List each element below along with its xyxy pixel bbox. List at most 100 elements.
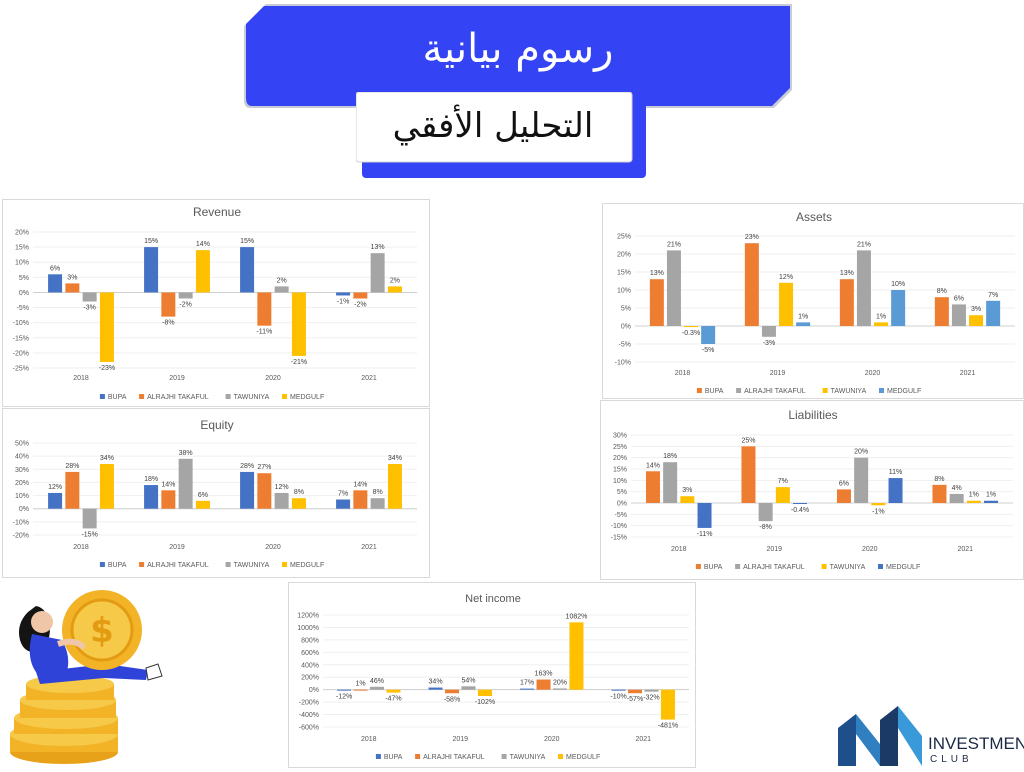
bar-tawuniya — [82, 508, 97, 529]
bar-tawuniya — [966, 500, 981, 503]
data-label: 17% — [520, 680, 534, 687]
data-label: 21% — [667, 241, 681, 248]
person-icon — [19, 606, 163, 684]
data-label: -12% — [336, 694, 352, 701]
data-label: 14% — [161, 481, 175, 488]
data-label: 6% — [954, 295, 964, 302]
liabilities-svg: Liabilities 30% 25% 20% 15% 10% 5% 0% -5% -10% -15… — [611, 408, 1013, 571]
data-label: 2% — [390, 277, 400, 284]
bar-tawuniya — [779, 282, 794, 326]
y-tick-label: -10% — [13, 320, 29, 327]
bar-medgulf — [660, 689, 675, 720]
bar-alrajhi-takaful — [628, 689, 643, 694]
y-tick-label: 10% — [617, 288, 631, 295]
chart-title: Revenue — [193, 205, 241, 219]
data-label: 6% — [839, 480, 849, 487]
bar-alrajhi-takaful — [161, 490, 176, 509]
bar-medgulf — [195, 500, 210, 509]
data-label: 14% — [196, 241, 210, 248]
bar-medgulf — [99, 292, 114, 362]
x-category-label: 2021 — [361, 544, 377, 551]
legend-label: ALRAJHI TAKAFUL — [147, 562, 209, 569]
data-label: -58% — [444, 696, 460, 703]
bar-medgulf — [697, 503, 712, 528]
data-label: 4% — [952, 485, 962, 492]
y-tick-label: 5% — [617, 489, 627, 496]
legend-swatch — [735, 564, 741, 569]
legend-label: ALRAJHI TAKAFUL — [744, 388, 806, 395]
data-label: -102% — [475, 699, 495, 706]
data-label: 163% — [535, 671, 553, 678]
y-tick-label: -15% — [611, 535, 627, 542]
data-label: -11% — [697, 531, 713, 538]
x-category-label: 2021 — [361, 375, 377, 382]
legend-swatch — [879, 388, 884, 393]
chart-title: Liabilities — [788, 408, 837, 422]
y-tick-label: 0% — [309, 687, 319, 694]
data-label: 20% — [854, 449, 868, 456]
data-label: -15% — [81, 531, 97, 538]
x-category-label: 2019 — [169, 375, 185, 382]
bar-medgulf — [387, 464, 402, 509]
y-tick-label: 800% — [301, 637, 319, 644]
y-tick-label: 0% — [621, 324, 631, 331]
y-tick-label: 20% — [617, 252, 631, 259]
bar-bupa — [336, 292, 351, 296]
legend-swatch — [282, 562, 287, 567]
data-label: 20% — [553, 679, 567, 686]
data-label: 1% — [798, 313, 808, 320]
legend-swatch — [375, 754, 381, 759]
legend-label: BUPA — [705, 388, 724, 395]
bar-bupa — [240, 247, 255, 293]
y-tick-label: -20% — [13, 533, 29, 540]
bar-alrajhi-takaful — [353, 490, 368, 509]
bar-bupa — [744, 243, 759, 326]
x-category-label: 2018 — [361, 736, 377, 743]
bar-medgulf — [796, 322, 811, 326]
y-tick-label: -10% — [615, 360, 631, 367]
y-tick-label: 30% — [613, 433, 627, 440]
revenue-chart: Revenue 20% 15% 10% 5% 0% -5% -10% -15% -20% -25% 6… — [2, 199, 430, 407]
bar-tawuniya — [775, 487, 790, 503]
data-label: 8% — [373, 489, 383, 496]
x-category-label: 2021 — [957, 546, 973, 553]
legend-swatch — [225, 394, 231, 399]
y-tick-label: 25% — [613, 444, 627, 451]
chart-title: Net income — [465, 593, 521, 605]
bar-bupa — [48, 274, 63, 293]
legend-swatch — [139, 394, 145, 399]
bar-bupa — [336, 499, 351, 509]
y-tick-label: -5% — [17, 305, 29, 312]
y-tick-label: 600% — [301, 650, 319, 657]
data-label: 27% — [257, 464, 271, 471]
legend-swatch — [821, 564, 827, 569]
legend-swatch — [415, 754, 421, 759]
legend-swatch — [501, 754, 507, 759]
bar-tawuniya — [274, 286, 289, 293]
data-label: -2% — [354, 301, 366, 308]
bar-alrajhi-takaful — [856, 250, 871, 326]
bar-medgulf — [701, 326, 716, 344]
y-tick-label: 0% — [19, 290, 29, 297]
data-label: -10% — [610, 694, 626, 701]
y-tick-label: 0% — [19, 506, 29, 513]
legend-label: MEDGULF — [887, 388, 921, 395]
data-label: -5% — [702, 347, 714, 354]
bar-tawuniya — [969, 315, 984, 326]
bar-tawuniya — [370, 253, 385, 293]
data-label: 25% — [741, 437, 755, 444]
bar-bupa — [836, 489, 851, 503]
y-tick-label: 20% — [15, 480, 29, 487]
data-label: 46% — [370, 678, 384, 685]
bar-medgulf — [291, 292, 306, 356]
legend-label: ALRAJHI TAKAFUL — [423, 754, 485, 761]
bar-tawuniya — [178, 458, 193, 509]
y-tick-label: 10% — [15, 493, 29, 500]
x-category-label: 2018 — [675, 370, 691, 377]
y-tick-label: 15% — [617, 270, 631, 277]
bar-bupa — [337, 689, 352, 691]
data-label: 7% — [338, 491, 348, 498]
legend-swatch — [878, 564, 883, 569]
bar-tawuniya — [369, 686, 384, 690]
data-label: 12% — [275, 484, 289, 491]
